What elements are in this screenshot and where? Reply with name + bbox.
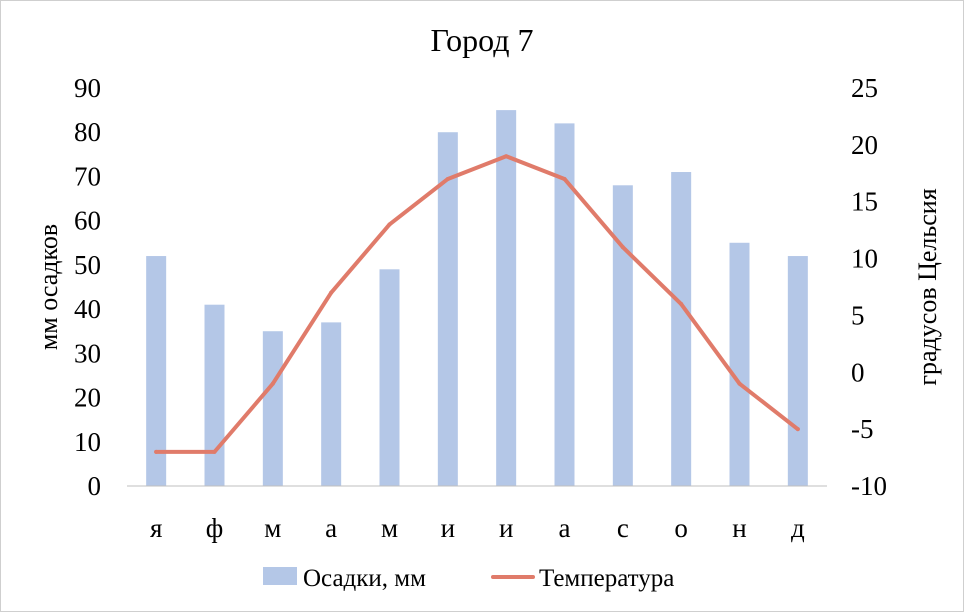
bar	[787, 256, 808, 486]
x-tick-label: и	[499, 513, 513, 543]
y-tick-label-right: -5	[851, 414, 874, 444]
legend-swatch-precipitation	[263, 567, 297, 585]
legend: Осадки, мм Температура	[263, 565, 674, 592]
x-tick-label: а	[325, 513, 337, 543]
temperature-point	[154, 449, 159, 454]
y-axis-label: мм осадков	[34, 224, 63, 350]
x-tick-label: ф	[206, 513, 224, 543]
temperature-point	[562, 176, 567, 181]
x-tick-label: я	[150, 513, 162, 543]
temperature-point	[270, 381, 275, 386]
temperature-point	[329, 290, 334, 295]
y-tick-label-right: -10	[851, 471, 887, 501]
legend-label-temperature: Температура	[539, 565, 674, 592]
x-tick-label: о	[674, 513, 688, 543]
y-tick-label-right: 0	[851, 357, 865, 387]
x-tick-label: с	[617, 513, 629, 543]
y-tick-label: 10	[74, 427, 101, 457]
x-tick-label: м	[381, 513, 398, 543]
x-tick-label: д	[791, 513, 805, 543]
y-tick-label-right: 15	[851, 187, 878, 217]
temperature-point	[737, 381, 742, 386]
temperature-point	[445, 176, 450, 181]
y-tick-label: 0	[88, 471, 102, 501]
y-tick-label: 50	[74, 250, 101, 280]
bar	[671, 172, 692, 486]
y-tick-label: 80	[74, 117, 101, 147]
y-tick-label-right: 10	[851, 244, 878, 274]
x-tick-label: н	[732, 513, 746, 543]
plot-area: я ф м а м и и а с о н д 0 10 20 30 40 50 60 70 80 90 -10 -5 0 5 10…	[74, 73, 887, 543]
bar	[496, 110, 517, 486]
y-tick-label: 70	[74, 161, 101, 191]
y-tick-label-right: 25	[851, 73, 878, 103]
y-tick-label: 40	[74, 294, 101, 324]
temperature-point	[212, 449, 217, 454]
y-tick-label: 60	[74, 206, 101, 236]
x-tick-label: м	[264, 513, 281, 543]
temperature-point	[387, 222, 392, 227]
bar	[729, 242, 750, 486]
temperature-point	[504, 154, 509, 159]
bar	[321, 322, 342, 486]
temperature-point	[620, 245, 625, 250]
bar	[612, 185, 633, 487]
temperature-line	[154, 154, 800, 454]
temperature-point	[679, 302, 684, 307]
y-tick-label-right: 20	[851, 130, 878, 160]
y-tick-label: 30	[74, 338, 101, 368]
bar	[554, 123, 575, 486]
y-tick-label-right: 5	[851, 300, 865, 330]
x-tick-label: а	[559, 513, 571, 543]
bar	[204, 304, 225, 486]
y-tick-label: 90	[74, 73, 101, 103]
bar	[437, 132, 458, 486]
bar	[262, 331, 283, 486]
x-tick-label: и	[441, 513, 455, 543]
bar	[146, 256, 167, 486]
legend-label-precipitation: Осадки, мм	[303, 565, 426, 592]
y-axis-label-right: градусов Цельсия	[913, 188, 942, 385]
y-tick-label: 20	[74, 383, 101, 413]
chart-title: Город 7	[430, 22, 533, 58]
bar	[379, 269, 400, 486]
temperature-point	[795, 427, 800, 432]
